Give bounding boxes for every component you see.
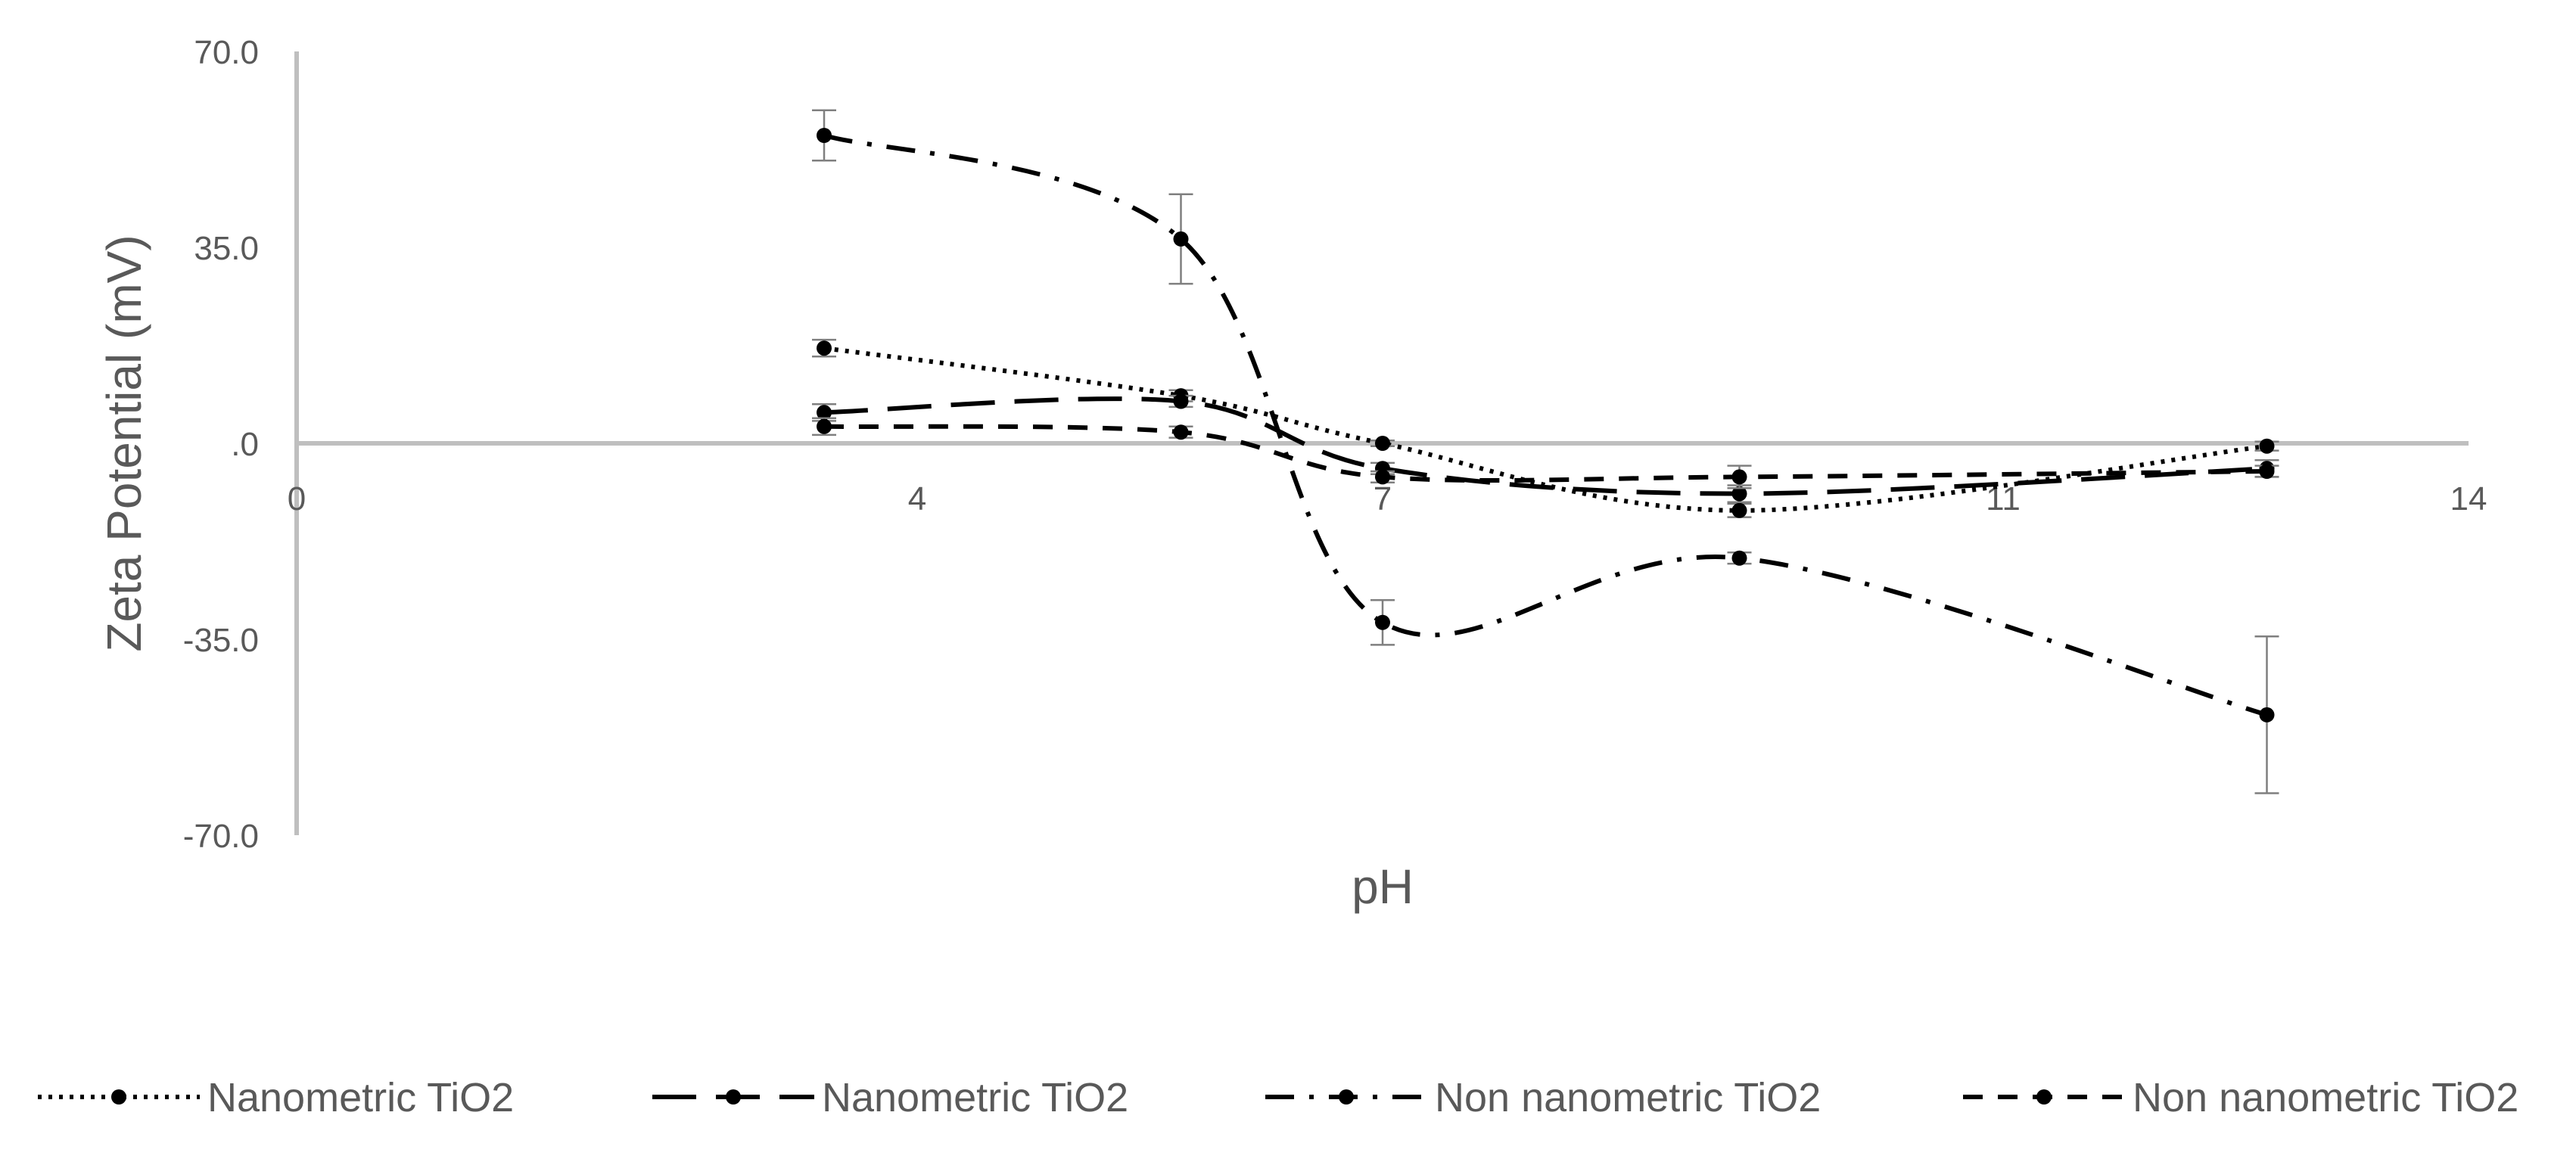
- legend-swatch-marker: [1339, 1089, 1354, 1105]
- x-tick-label: 7: [1374, 480, 1392, 517]
- x-tick-label: 4: [908, 480, 926, 517]
- series-3: [812, 109, 2279, 794]
- data-point: [1731, 486, 1747, 502]
- series-line: [823, 396, 2267, 496]
- legend-item: Nanometric TiO2: [652, 1075, 1128, 1120]
- series-line: [823, 346, 2267, 513]
- data-point: [1375, 614, 1390, 630]
- legend-item: Non nanometric TiO2: [1265, 1075, 1821, 1120]
- data-point: [1731, 469, 1747, 485]
- legend-label: Nanometric TiO2: [207, 1075, 514, 1120]
- x-tick-label: 0: [288, 480, 306, 517]
- data-point: [817, 405, 832, 421]
- data-point: [817, 418, 832, 434]
- data-point: [1375, 469, 1390, 485]
- tick-labels: 70.035.0.0-35.0-70.00 4 7 11 14: [183, 34, 2487, 855]
- legend-swatch-marker: [111, 1089, 126, 1105]
- data-point: [817, 128, 832, 143]
- x-axis-title: pH: [1352, 859, 1414, 914]
- x-tick-label: 14: [2450, 480, 2487, 517]
- data-point: [1731, 550, 1747, 566]
- series-4: [812, 417, 2279, 489]
- legend-label: Non nanometric TiO2: [1435, 1075, 1821, 1120]
- legend-item: Non nanometric TiO2: [1963, 1075, 2518, 1120]
- data-point: [1731, 502, 1747, 518]
- y-tick-label: -70.0: [183, 818, 259, 855]
- data-point: [1173, 393, 1189, 409]
- legend-swatch-marker: [726, 1089, 741, 1105]
- y-axis-title: Zeta Potential (mV): [97, 235, 151, 651]
- data-point: [1173, 424, 1189, 440]
- legend-label: Nanometric TiO2: [822, 1075, 1128, 1120]
- data-point: [1375, 436, 1390, 451]
- series-2: [812, 393, 2279, 503]
- data-point: [2259, 707, 2275, 722]
- series-group: [812, 109, 2279, 794]
- y-tick-label: 35.0: [194, 230, 259, 267]
- legend-label: Non nanometric TiO2: [2133, 1075, 2518, 1120]
- data-point: [1173, 231, 1189, 247]
- series-line: [823, 133, 2268, 717]
- data-point: [2259, 464, 2275, 479]
- y-tick-label: 70.0: [194, 34, 259, 71]
- data-point: [2259, 438, 2275, 454]
- legend: Nanometric TiO2 Nanometric TiO2 Non nanome…: [38, 1075, 2518, 1120]
- legend-swatch-marker: [2036, 1089, 2052, 1105]
- y-tick-label: -35.0: [183, 622, 259, 659]
- series-line: [823, 424, 2267, 483]
- legend-item: Nanometric TiO2: [38, 1075, 514, 1120]
- data-point: [817, 340, 832, 356]
- series-1: [812, 338, 2279, 518]
- y-tick-label: .0: [231, 426, 259, 463]
